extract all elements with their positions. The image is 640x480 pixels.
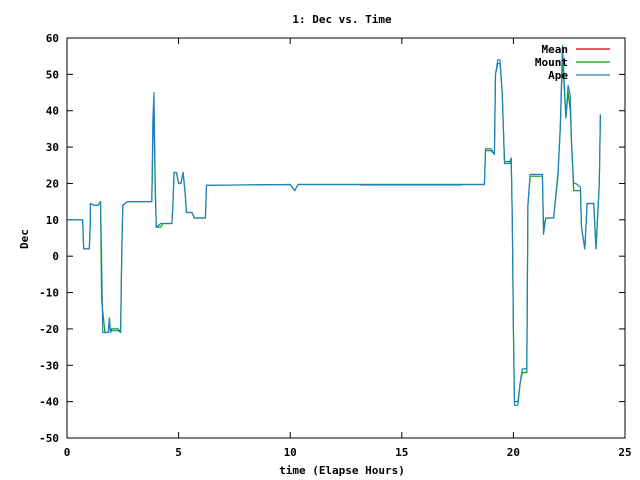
y-tick-label: 0 <box>52 250 59 263</box>
y-tick-label: 10 <box>46 214 59 227</box>
y-tick-label: -10 <box>39 287 59 300</box>
x-tick-label: 20 <box>507 446 520 459</box>
x-tick-label: 10 <box>284 446 297 459</box>
plot-area <box>67 44 601 406</box>
y-tick-label: -30 <box>39 359 59 372</box>
y-tick-label: 30 <box>46 141 59 154</box>
axis-ticks: -50 -40 -30 -20 -10 0 10 20 30 40 50 60 0 5 10 15 20 25 <box>39 32 632 459</box>
y-tick-label: -50 <box>39 432 59 445</box>
x-tick-label: 25 <box>618 446 631 459</box>
chart-title: 1: Dec vs. Time <box>292 13 392 26</box>
x-tick-label: 15 <box>395 446 408 459</box>
y-tick-label: 20 <box>46 177 59 190</box>
series-line-mount <box>67 55 601 403</box>
x-tick-label: 0 <box>64 446 71 459</box>
legend-label-mean: Mean <box>542 43 569 56</box>
x-axis-label: time (Elapse Hours) <box>279 464 405 477</box>
legend-label-mount: Mount <box>535 56 568 69</box>
y-tick-label: -40 <box>39 396 59 409</box>
legend-label-ape: Ape <box>548 69 568 82</box>
x-tick-label: 5 <box>175 446 182 459</box>
y-tick-label: 50 <box>46 68 59 81</box>
y-tick-label: 60 <box>46 32 59 45</box>
series-line-ape <box>67 44 601 406</box>
y-tick-label: 40 <box>46 105 59 118</box>
y-axis-label: Dec <box>18 229 31 249</box>
y-tick-label: -20 <box>39 323 59 336</box>
plot-frame <box>66 37 626 439</box>
